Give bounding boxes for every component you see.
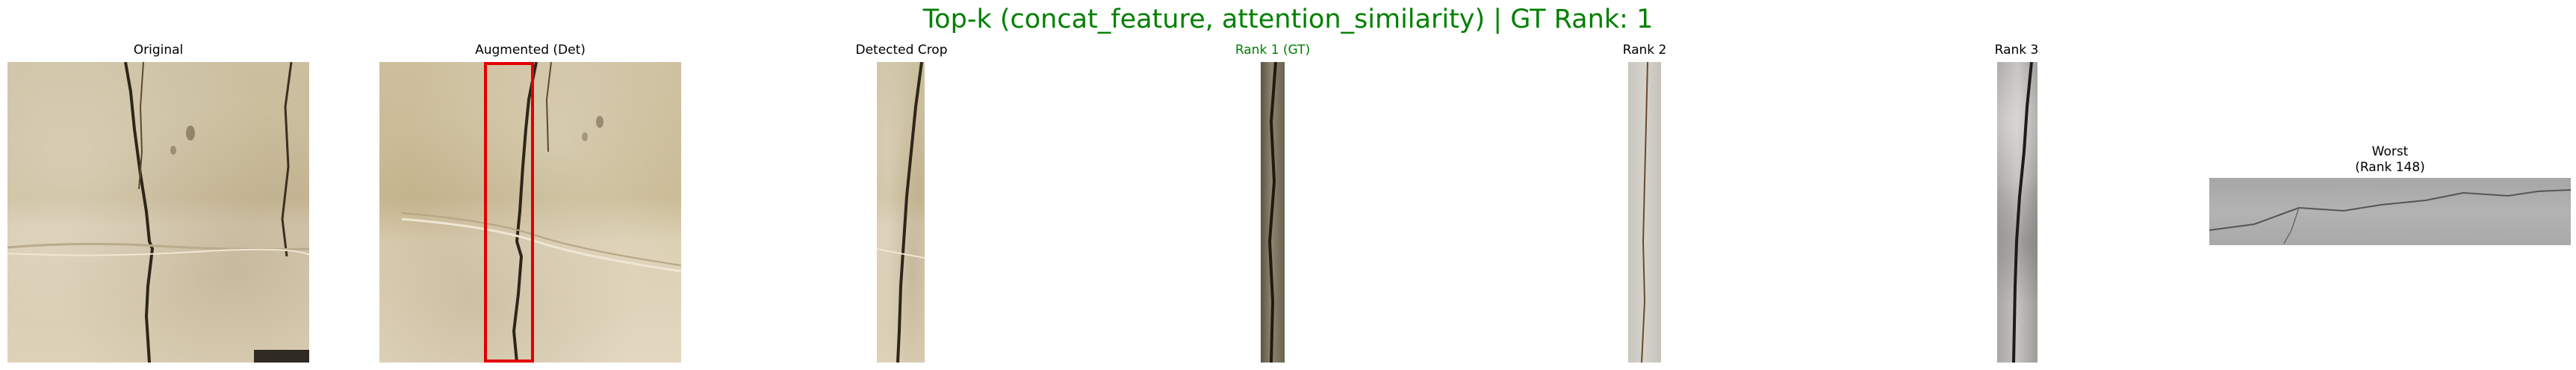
detected-crop-image <box>877 62 925 363</box>
panel-label-rank-3: Rank 3 <box>1994 43 2039 58</box>
augmented-image <box>379 62 681 363</box>
detection-box <box>484 62 534 363</box>
rank-3-image <box>1997 62 2037 363</box>
panel-label-augmented: Augmented (Det) <box>475 43 586 58</box>
figure-title: Top-k (concat_feature, attention_similar… <box>922 4 1654 34</box>
panel-label-detected-crop: Detected Crop <box>855 43 948 58</box>
panel-label-original: Original <box>133 43 184 58</box>
panel-label-rank-2: Rank 2 <box>1622 43 1667 58</box>
rank-1-image <box>1261 62 1285 363</box>
panel-label-worst: Worst (Rank 148) <box>2355 144 2425 175</box>
rank-2-image <box>1628 62 1661 363</box>
original-image <box>7 62 309 363</box>
panel-label-rank-1: Rank 1 (GT) <box>1235 43 1311 58</box>
worst-image <box>2209 178 2571 245</box>
